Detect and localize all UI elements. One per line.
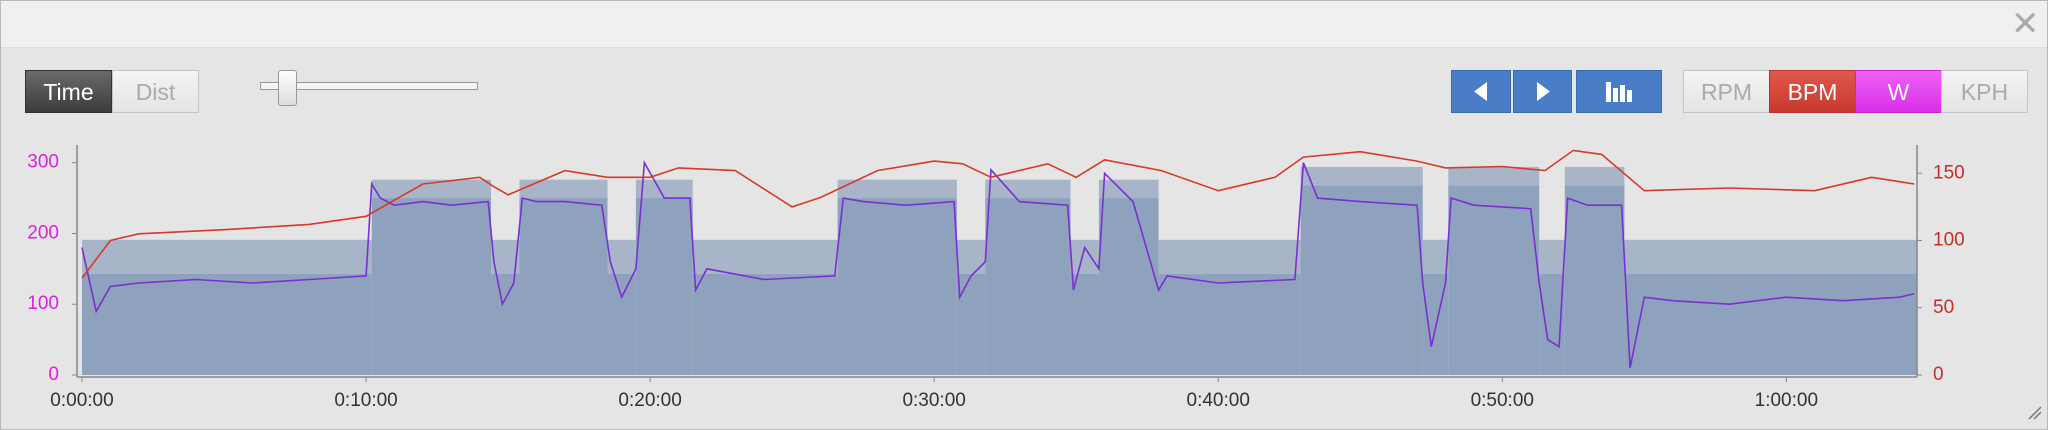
y-tick-label: 200	[27, 222, 59, 243]
target-low	[1098, 198, 1159, 375]
target-low	[1564, 185, 1625, 375]
x-tick-label: 0:30:00	[902, 390, 965, 411]
next-button[interactable]	[1513, 70, 1572, 113]
target-low	[519, 198, 608, 375]
prev-icon	[1474, 82, 1487, 101]
target-low	[837, 198, 957, 375]
target-low	[1158, 273, 1301, 375]
target-high	[837, 179, 957, 199]
target-low	[1448, 185, 1540, 375]
target-high	[1098, 179, 1159, 199]
x-tick-label: 0:00:00	[50, 390, 113, 411]
target-high	[1448, 166, 1540, 186]
metric-button[interactable]: KPH	[1941, 70, 2028, 113]
x-tick-label: 0:10:00	[334, 390, 397, 411]
target-high	[1070, 239, 1099, 274]
target-low	[371, 198, 492, 375]
x-tick-label: 0:20:00	[618, 390, 681, 411]
target-high	[1539, 239, 1565, 274]
y2-tick-label: 0	[1933, 364, 1944, 385]
bars-button[interactable]	[1576, 70, 1662, 113]
mode-button[interactable]: Time	[25, 70, 112, 113]
target-high	[1564, 166, 1625, 186]
target-low	[82, 273, 372, 375]
title-bar: ✕	[1, 1, 2047, 48]
target-high	[985, 179, 1071, 199]
target-low	[607, 273, 636, 375]
series-line	[81, 149, 1915, 279]
y-tick-label: 100	[27, 293, 59, 314]
target-low	[692, 273, 838, 375]
slider-thumb[interactable]	[278, 70, 297, 106]
target-low	[1300, 185, 1423, 375]
y2-tick-label: 100	[1933, 230, 1965, 251]
target-high	[371, 179, 492, 199]
close-button[interactable]: ✕	[2011, 5, 2040, 43]
target-low	[635, 198, 693, 375]
prev-button[interactable]	[1451, 70, 1511, 113]
target-low	[1070, 273, 1099, 375]
y-tick-label: 0	[48, 364, 59, 385]
target-high	[635, 179, 693, 199]
y-tick-label: 300	[27, 152, 59, 173]
target-high	[1422, 239, 1449, 274]
slider-track[interactable]	[260, 82, 478, 90]
next-icon	[1537, 82, 1550, 101]
y2-tick-label: 50	[1933, 297, 1954, 318]
target-low	[1624, 273, 1917, 375]
target-high	[82, 239, 372, 274]
metric-button[interactable]: W	[1855, 70, 1942, 113]
target-high	[1300, 166, 1423, 186]
target-low	[985, 198, 1071, 375]
target-high	[519, 179, 608, 199]
series-line	[81, 160, 1915, 369]
mode-button[interactable]: Dist	[112, 70, 199, 113]
x-tick-label: 1:00:00	[1755, 390, 1818, 411]
target-low	[956, 273, 986, 375]
target-high	[1624, 239, 1917, 274]
metric-button[interactable]: BPM	[1769, 70, 1856, 113]
target-high	[956, 239, 986, 274]
target-low	[491, 273, 520, 375]
y2-tick-label: 150	[1933, 162, 1965, 183]
bars-icon	[1606, 82, 1632, 102]
resize-handle	[2028, 406, 2042, 420]
target-high	[1158, 239, 1301, 274]
metric-button[interactable]: RPM	[1683, 70, 1770, 113]
target-high	[692, 239, 838, 274]
x-tick-label: 0:50:00	[1471, 390, 1534, 411]
x-tick-label: 0:40:00	[1187, 390, 1250, 411]
